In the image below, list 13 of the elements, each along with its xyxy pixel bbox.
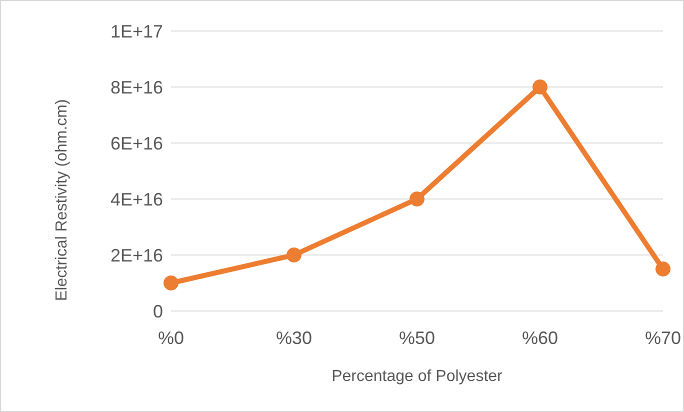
y-tick-label: 4E+16 xyxy=(110,189,163,210)
x-tick-label: %60 xyxy=(522,328,558,348)
x-tick-label: %0 xyxy=(158,328,184,348)
y-tick-label: 0 xyxy=(152,301,163,322)
x-tick-label: %30 xyxy=(276,328,312,348)
y-tick-label: 8E+16 xyxy=(110,77,163,98)
y-axis-title: Electrical Restivity (ohm.cm) xyxy=(54,99,71,301)
x-axis-title: Percentage of Polyester xyxy=(332,368,504,385)
y-tick-label: 6E+16 xyxy=(110,133,163,154)
y-tick-label: 2E+16 xyxy=(110,245,163,266)
x-tick-label: %70 xyxy=(644,328,682,348)
y-tick-label: 1E+17 xyxy=(110,21,163,42)
x-tick-label: %50 xyxy=(398,328,436,348)
